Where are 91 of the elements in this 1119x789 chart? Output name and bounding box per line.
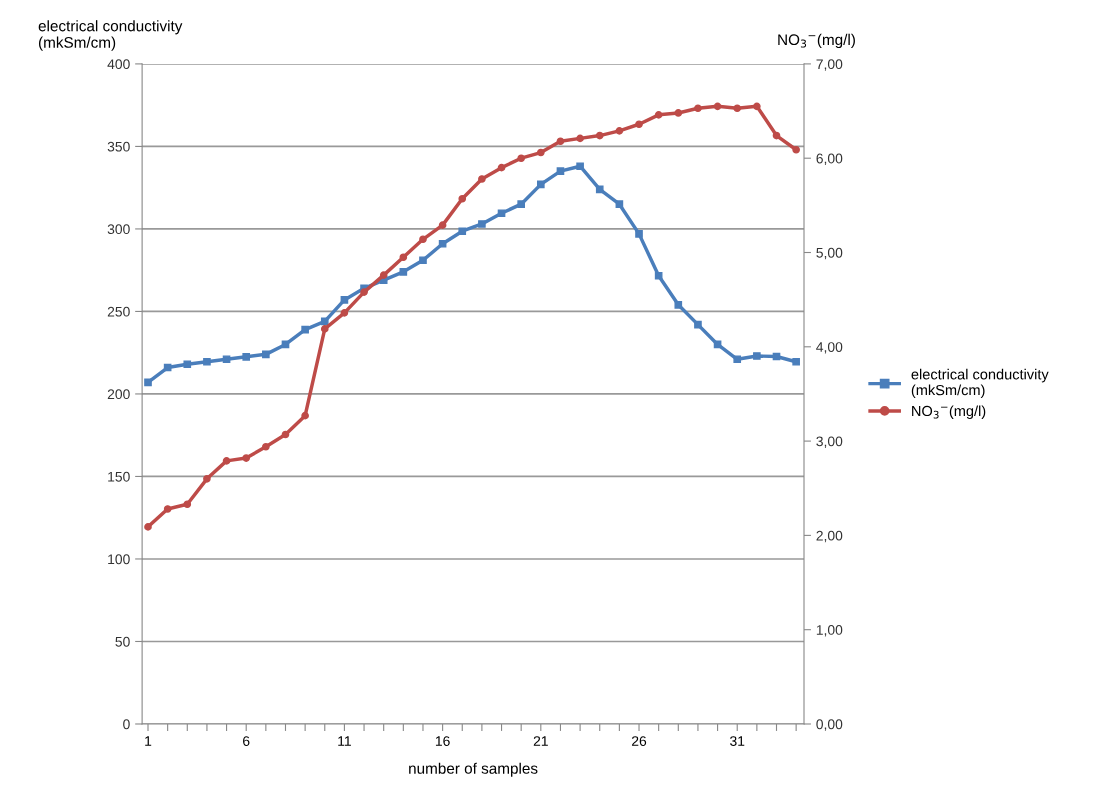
point (517, 154, 525, 163)
point (674, 109, 683, 117)
point (399, 253, 408, 262)
y-tick-label: 400 (107, 59, 130, 70)
point (183, 360, 192, 369)
point (438, 221, 447, 229)
y-tick-label: 150 (108, 471, 130, 482)
point (713, 102, 722, 111)
y-tick-label: 0 (123, 719, 130, 730)
point (203, 474, 211, 483)
x-tick-label: 31 (730, 736, 745, 746)
point (379, 271, 388, 279)
point (635, 230, 643, 238)
point (497, 163, 506, 172)
point (478, 220, 486, 228)
point (438, 239, 447, 248)
y2-tick-label: 1,00 (816, 625, 843, 637)
x-tick-label: 1 (145, 736, 152, 746)
y2-tick-label: 3,00 (816, 436, 843, 448)
point (595, 185, 604, 194)
y2-tick-label: 6,00 (816, 153, 843, 166)
point (694, 320, 702, 329)
point (399, 268, 408, 276)
point (694, 104, 702, 113)
point (242, 352, 251, 361)
point (615, 127, 624, 135)
y-tick-label: 50 (115, 636, 130, 647)
point (517, 200, 525, 208)
y-axis-title: electrical conductivity (mkSm/cm) (38, 20, 183, 51)
x-tick-label: 16 (435, 736, 450, 746)
point (163, 505, 172, 513)
point (733, 104, 742, 113)
x-tick-label: 6 (243, 736, 250, 746)
point (144, 523, 152, 531)
y-tick-label: 200 (107, 389, 130, 400)
y-tick-label: 100 (108, 554, 130, 565)
x-tick-label: 21 (533, 736, 548, 746)
y2-tick-label: 2,00 (816, 530, 843, 543)
point (753, 352, 761, 360)
point (458, 227, 467, 236)
y-tick-label: 300 (107, 224, 130, 235)
point (497, 209, 506, 218)
y-tick-label: 350 (107, 141, 130, 152)
point (556, 167, 565, 175)
y2-tick-label: 5,00 (816, 247, 843, 260)
legend-label: electrical conductivity (mkSm/cm) (911, 368, 1049, 399)
point (262, 442, 270, 451)
legend-label: NO$_{3}$$^{−}$(mg/l) (912, 405, 986, 419)
point (222, 355, 231, 364)
point (792, 357, 800, 366)
point (419, 256, 427, 265)
point (733, 355, 742, 364)
point (281, 430, 290, 439)
point (301, 325, 309, 334)
point (654, 111, 663, 119)
point (203, 357, 211, 366)
point (360, 288, 368, 296)
point (576, 134, 584, 143)
point (419, 235, 427, 244)
y2-tick-label: 4,00 (816, 342, 843, 354)
point (320, 317, 329, 326)
point (340, 296, 349, 304)
point (792, 145, 800, 154)
point (674, 301, 683, 309)
point (576, 162, 584, 171)
point (320, 325, 329, 333)
point (478, 175, 486, 183)
point (144, 378, 152, 387)
point (222, 457, 231, 465)
point (301, 411, 309, 420)
point (536, 180, 545, 189)
x-tick-label: 11 (338, 736, 351, 746)
point (556, 137, 565, 146)
point (458, 194, 467, 203)
point (340, 309, 349, 317)
point (595, 131, 604, 140)
point (635, 120, 643, 129)
y2-tick-label: 0,00 (816, 719, 843, 731)
y2-tick-label: 7,00 (816, 59, 843, 71)
point (772, 131, 781, 140)
point (262, 350, 270, 359)
x-tick-label: 26 (632, 736, 647, 746)
x-axis-title: number of samples (409, 762, 538, 777)
point (242, 454, 251, 462)
point (536, 148, 545, 157)
point (654, 271, 663, 280)
point (753, 102, 761, 111)
y-tick-label: 250 (107, 306, 130, 317)
point (615, 200, 624, 208)
y2-axis-title: NO$_{3}$$^{−}$(mg/l) (778, 33, 855, 49)
point (183, 500, 192, 509)
